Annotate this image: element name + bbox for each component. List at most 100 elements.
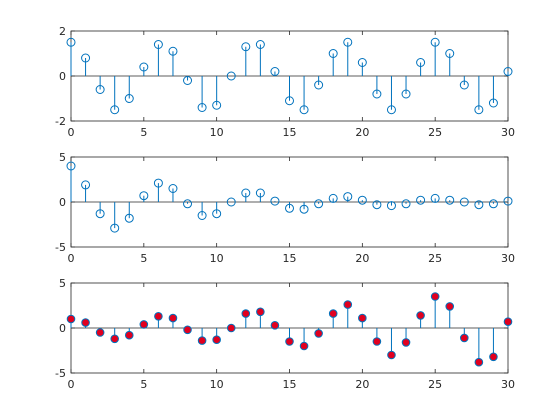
middle-stem-marker [197, 211, 207, 220]
top-x-tick-label: 30 [501, 126, 515, 139]
bottom-stem-marker [445, 302, 455, 311]
middle-y-tick-label: -5 [55, 241, 66, 254]
middle-x-tick-label: 10 [210, 252, 224, 265]
middle-stem-marker [445, 195, 455, 205]
middle-stem-marker [314, 199, 324, 209]
top-x-tick-label: 0 [68, 126, 75, 139]
top-stem-marker [372, 89, 382, 99]
top-stem-marker [459, 80, 469, 90]
top-stem-marker [139, 62, 149, 72]
middle-stem-marker [95, 209, 105, 219]
top-stem-marker [299, 105, 309, 115]
bottom-y-tick-label: 0 [59, 322, 66, 335]
middle-stem-marker [124, 213, 134, 223]
middle-x-tick-label: 15 [283, 252, 297, 265]
bottom-y-tick-label: 5 [59, 277, 66, 290]
middle-stem-marker [328, 193, 338, 203]
top-stem-marker [183, 76, 193, 85]
top-stem-marker [168, 46, 178, 56]
middle-stem-marker [110, 223, 120, 233]
bottom-stem-marker [416, 311, 425, 320]
middle-x-tick-label: 5 [140, 252, 147, 265]
middle-stem-marker [66, 161, 76, 171]
bottom-stem-marker [226, 323, 236, 333]
middle-x-tick-label: 30 [501, 252, 515, 265]
middle-x-tick-label: 25 [428, 252, 442, 265]
bottom-stem-marker [328, 309, 338, 318]
top-stem-marker [153, 40, 163, 49]
bottom-stem-marker [212, 335, 221, 345]
middle-stem-marker [474, 200, 484, 210]
bottom-stem-marker [503, 317, 513, 327]
top-stem-marker [357, 58, 367, 67]
bottom-stem-marker [474, 357, 484, 367]
top-stem-marker [488, 98, 498, 108]
top-y-tick-label: 0 [59, 70, 66, 83]
bottom-x-tick-label: 10 [210, 378, 224, 391]
bottom-stem-marker [241, 309, 251, 318]
middle-stem-marker [81, 180, 91, 190]
top-x-tick-label: 10 [210, 126, 224, 139]
top-stem-marker [255, 40, 265, 49]
top-x-tick-label: 15 [283, 126, 297, 139]
top-stem-marker [197, 103, 207, 112]
bottom-x-tick-label: 25 [428, 378, 442, 391]
top-stem-marker [285, 96, 294, 106]
top-stem-marker [66, 37, 76, 47]
bottom-stem-marker [299, 341, 309, 351]
bottom-stem-marker [154, 312, 163, 321]
middle-stem-marker [430, 193, 440, 203]
top-stem-marker [503, 67, 513, 76]
top-stem-marker [343, 37, 353, 47]
bottom-stem-marker [124, 330, 134, 340]
middle-stem-marker [241, 188, 251, 198]
bottom-x-tick-label: 20 [355, 378, 369, 391]
top-x-tick-label: 25 [428, 126, 442, 139]
middle-stem-marker [255, 188, 265, 198]
bottom-stem-marker [460, 333, 469, 343]
bottom-stem-marker [256, 307, 265, 317]
bottom-stem-marker [358, 313, 367, 323]
bottom-x-tick-label: 0 [68, 378, 75, 391]
top-y-tick-label: 2 [59, 25, 66, 38]
middle-stem-marker [343, 192, 353, 202]
bottom-x-tick-label: 5 [140, 378, 147, 391]
bottom-x-tick-label: 30 [501, 378, 515, 391]
bottom-stem-marker [81, 318, 90, 327]
middle-stem-marker [212, 209, 222, 219]
bottom-stem-marker [95, 328, 105, 337]
top-stem-marker [328, 49, 338, 58]
bottom-stem-marker [387, 350, 396, 360]
top-stem-marker [124, 94, 134, 103]
top-stem-marker [270, 67, 280, 76]
bottom-stem-marker [139, 320, 149, 329]
middle-y-tick-label: 0 [59, 196, 66, 209]
top-stem-marker [416, 58, 426, 67]
bottom-stem-marker [66, 314, 76, 324]
top-stem-marker [314, 80, 324, 90]
top-stem-marker [81, 53, 91, 63]
bottom-stem-marker [110, 334, 119, 344]
middle-stem-marker [183, 199, 193, 209]
top-x-tick-label: 20 [355, 126, 369, 139]
top-stem-marker [212, 100, 222, 110]
middle-stem-marker [270, 196, 280, 206]
middle-stem-marker [139, 191, 149, 201]
bottom-stem-marker [489, 352, 498, 362]
middle-stem-marker [285, 203, 294, 213]
bottom-stem-marker [197, 336, 207, 345]
bottom-stem-marker [168, 313, 178, 323]
top-stem-marker [401, 89, 411, 99]
middle-x-tick-label: 20 [355, 252, 369, 265]
middle-x-tick-label: 0 [68, 252, 75, 265]
middle-y-tick-label: 5 [59, 151, 66, 164]
top-stem-plot: 0 5 10 15 20 25 30-202 [55, 25, 515, 139]
top-x-tick-label: 5 [140, 126, 147, 139]
bottom-y-tick-label: -5 [55, 367, 66, 380]
middle-stem-marker [372, 200, 382, 210]
middle-stem-plot: 0 5 10 15 20 25 30-505 [55, 151, 515, 265]
middle-stem-marker [416, 195, 426, 205]
middle-stem-marker [299, 204, 309, 214]
